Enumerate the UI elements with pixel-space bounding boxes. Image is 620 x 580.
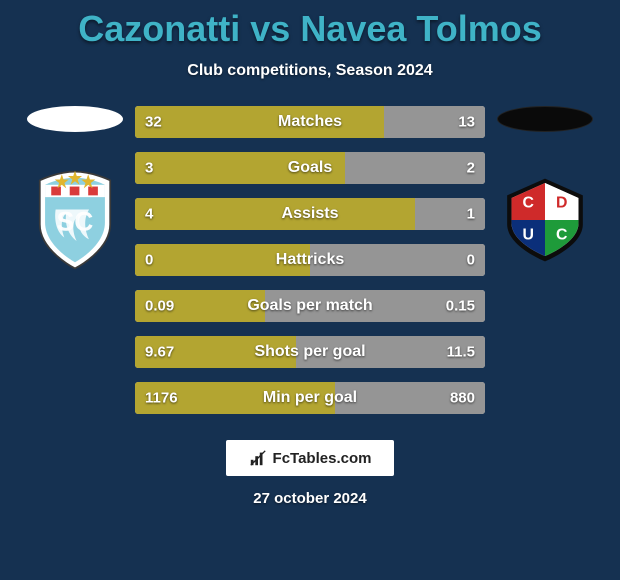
bar-left-value: 4	[145, 206, 153, 223]
svg-text:D: D	[556, 195, 567, 212]
bar-label: Goals	[288, 159, 332, 177]
subtitle: Club competitions, Season 2024	[0, 62, 620, 80]
left-ellipse	[27, 106, 123, 132]
bar-right-value: 880	[450, 390, 475, 407]
bar-left-value: 32	[145, 114, 162, 131]
footer-brand-fc: FcTables.com	[273, 450, 372, 467]
stats-bars: 3213Matches32Goals41Assists00Hattricks0.…	[135, 106, 485, 414]
page-title: Cazonatti vs Navea Tolmos	[0, 0, 620, 50]
bar-left-fill	[135, 198, 415, 230]
bar-right-value: 13	[458, 114, 475, 131]
stat-row: 0.09 0.15 Goals per match	[135, 290, 485, 322]
bar-label: Shots per goal	[254, 343, 365, 361]
stat-row: 4 1 Assists	[135, 198, 485, 230]
bar-label: Min per goal	[263, 389, 357, 407]
comparison-card: Cazonatti vs Navea Tolmos Club competiti…	[0, 0, 620, 580]
stat-row: 9.67 11.5 Shots per goal	[135, 336, 485, 368]
bar-label: Assists	[282, 205, 339, 223]
bar-label: Hattricks	[276, 251, 344, 269]
bar-left-value: 0.09	[145, 298, 174, 315]
bar-right-value: 1	[467, 206, 475, 223]
stat-row: 3 2 Goals	[135, 152, 485, 184]
bar-left-value: 9.67	[145, 344, 174, 361]
bar-label: Goals per match	[247, 297, 372, 315]
bar-right-value: 11.5	[447, 344, 475, 361]
bar-right-fill	[345, 152, 485, 184]
stat-row: 1176 880 Min per goal	[135, 382, 485, 414]
bar-label: Matches	[278, 113, 342, 131]
date-label: 27 october 2024	[0, 490, 620, 507]
left-crest-icon: SC	[31, 166, 119, 274]
bar-right-value: 2	[467, 160, 475, 177]
svg-text:C: C	[523, 195, 534, 212]
right-crest-icon: C D U C	[501, 166, 589, 274]
chart-icon	[249, 449, 267, 467]
left-player-col: SC	[25, 106, 125, 274]
stat-row: 32 13 Matches	[135, 106, 485, 138]
bar-left-value: 0	[145, 252, 153, 269]
right-ellipse	[497, 106, 593, 132]
bar-right-value: 0.15	[446, 298, 475, 315]
svg-text:SC: SC	[57, 207, 94, 237]
main-area: SC 3213Matches32Goals41Assists00Hattrick…	[0, 106, 620, 414]
right-player-col: C D U C	[495, 106, 595, 274]
bar-left-value: 1176	[145, 390, 178, 407]
footer-brand[interactable]: FcTables.com	[226, 440, 394, 476]
bar-right-value: 0	[467, 252, 475, 269]
bar-left-fill	[135, 106, 384, 138]
svg-text:C: C	[556, 226, 567, 243]
svg-text:U: U	[523, 226, 534, 243]
footer-brand-text: FcTables.com	[273, 450, 372, 467]
bar-left-value: 3	[145, 160, 153, 177]
stat-row: 0 0 Hattricks	[135, 244, 485, 276]
